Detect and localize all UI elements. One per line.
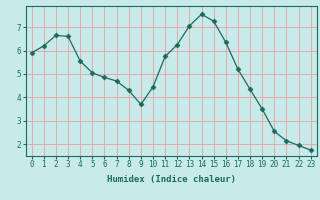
X-axis label: Humidex (Indice chaleur): Humidex (Indice chaleur): [107, 175, 236, 184]
